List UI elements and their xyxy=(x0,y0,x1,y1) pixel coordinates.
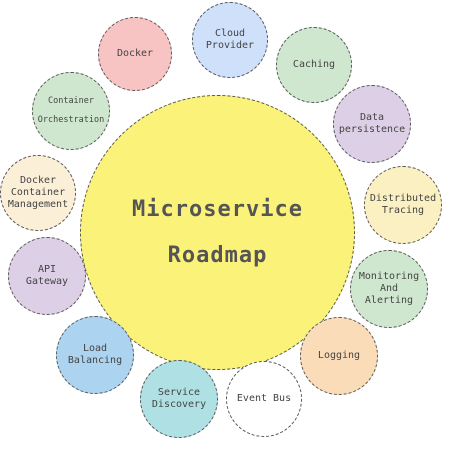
node-label-caching: Caching xyxy=(292,59,336,70)
node-label-load-balancing: Load Balancing xyxy=(67,343,123,366)
node-load-balancing: Load Balancing xyxy=(56,316,134,394)
node-label-data-persistence: Data persistence xyxy=(338,112,406,135)
node-event-bus: Event Bus xyxy=(226,361,302,437)
node-label-logging: Logging xyxy=(317,350,361,361)
node-caching: Caching xyxy=(276,27,352,103)
node-label-container-orchestration: Container Orchestration xyxy=(37,96,105,125)
node-docker: Docker xyxy=(98,17,172,91)
node-distributed-tracing: Distributed Tracing xyxy=(364,166,442,244)
node-monitoring-alerting: Monitoring And Alerting xyxy=(350,250,428,328)
node-label-docker-container-management: Docker Container Management xyxy=(7,175,69,210)
node-label-monitoring-alerting: Monitoring And Alerting xyxy=(358,271,420,306)
node-api-gateway: API Gateway xyxy=(8,237,86,315)
node-label-service-discovery: Service Discovery xyxy=(151,387,207,410)
node-label-distributed-tracing: Distributed Tracing xyxy=(369,193,437,216)
node-label-docker: Docker xyxy=(116,48,154,59)
center-label: Microservice Roadmap xyxy=(132,196,303,268)
node-data-persistence: Data persistence xyxy=(333,85,411,163)
node-container-orchestration: Container Orchestration xyxy=(32,72,110,150)
center-circle: Microservice Roadmap xyxy=(80,95,355,370)
node-service-discovery: Service Discovery xyxy=(140,360,218,438)
node-label-event-bus: Event Bus xyxy=(236,393,292,404)
node-docker-container-management: Docker Container Management xyxy=(0,155,76,231)
node-cloud-provider: Cloud Provider xyxy=(192,2,268,78)
node-label-api-gateway: API Gateway xyxy=(25,264,69,287)
node-label-cloud-provider: Cloud Provider xyxy=(205,28,255,51)
node-logging: Logging xyxy=(300,317,378,395)
